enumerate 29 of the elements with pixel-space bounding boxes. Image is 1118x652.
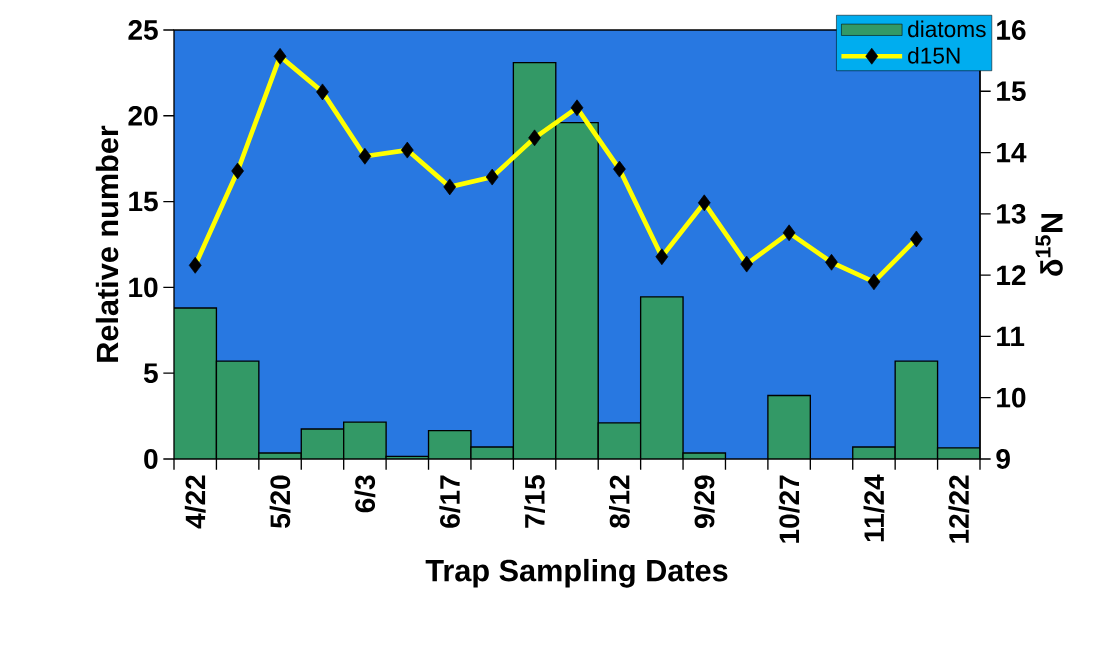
x-tick-label: 10/27 bbox=[778, 475, 800, 543]
y2-tick-label: 13 bbox=[997, 203, 1026, 224]
y2-tick-label: 9 bbox=[996, 449, 1010, 469]
x-tick-label: 11/24 bbox=[863, 474, 885, 542]
x-tick-label: 7/15 bbox=[524, 475, 546, 528]
y2-tick-label: 14 bbox=[997, 142, 1027, 163]
y2-tick-label: 12 bbox=[997, 265, 1026, 285]
x-tick-label: 6/17 bbox=[439, 475, 461, 528]
y-tick-label: 10 bbox=[129, 277, 158, 298]
x-tick-label: 8/12 bbox=[609, 475, 630, 528]
x-axis-title: Trap Sampling Dates bbox=[425, 558, 728, 588]
x-tick-label: 9/29 bbox=[693, 475, 715, 528]
y-tick-label: 20 bbox=[128, 105, 158, 126]
y-tick-label: 25 bbox=[128, 20, 158, 40]
y-tick-label: 0 bbox=[144, 449, 158, 469]
x-tick-label: 6/3 bbox=[354, 475, 376, 513]
y-tick-label: 5 bbox=[143, 363, 158, 383]
x-tick-label: 12/22 bbox=[948, 475, 970, 543]
y2-tick-label: 15 bbox=[997, 81, 1026, 102]
legend-label: d15N bbox=[908, 47, 960, 64]
y2-tick-label: 10 bbox=[997, 387, 1026, 408]
y-tick-label: 15 bbox=[129, 191, 158, 212]
y-axis-title: Relative number bbox=[95, 125, 119, 362]
x-tick-label: 4/22 bbox=[184, 475, 206, 529]
y2-tick-label: 16 bbox=[997, 20, 1026, 40]
y2-axis-title: δ$^{15}$N bbox=[1035, 213, 1063, 276]
y2-tick-label: 11 bbox=[997, 326, 1025, 347]
legend-label: diatoms bbox=[908, 20, 986, 38]
x-tick-label: 5/20 bbox=[269, 475, 291, 529]
